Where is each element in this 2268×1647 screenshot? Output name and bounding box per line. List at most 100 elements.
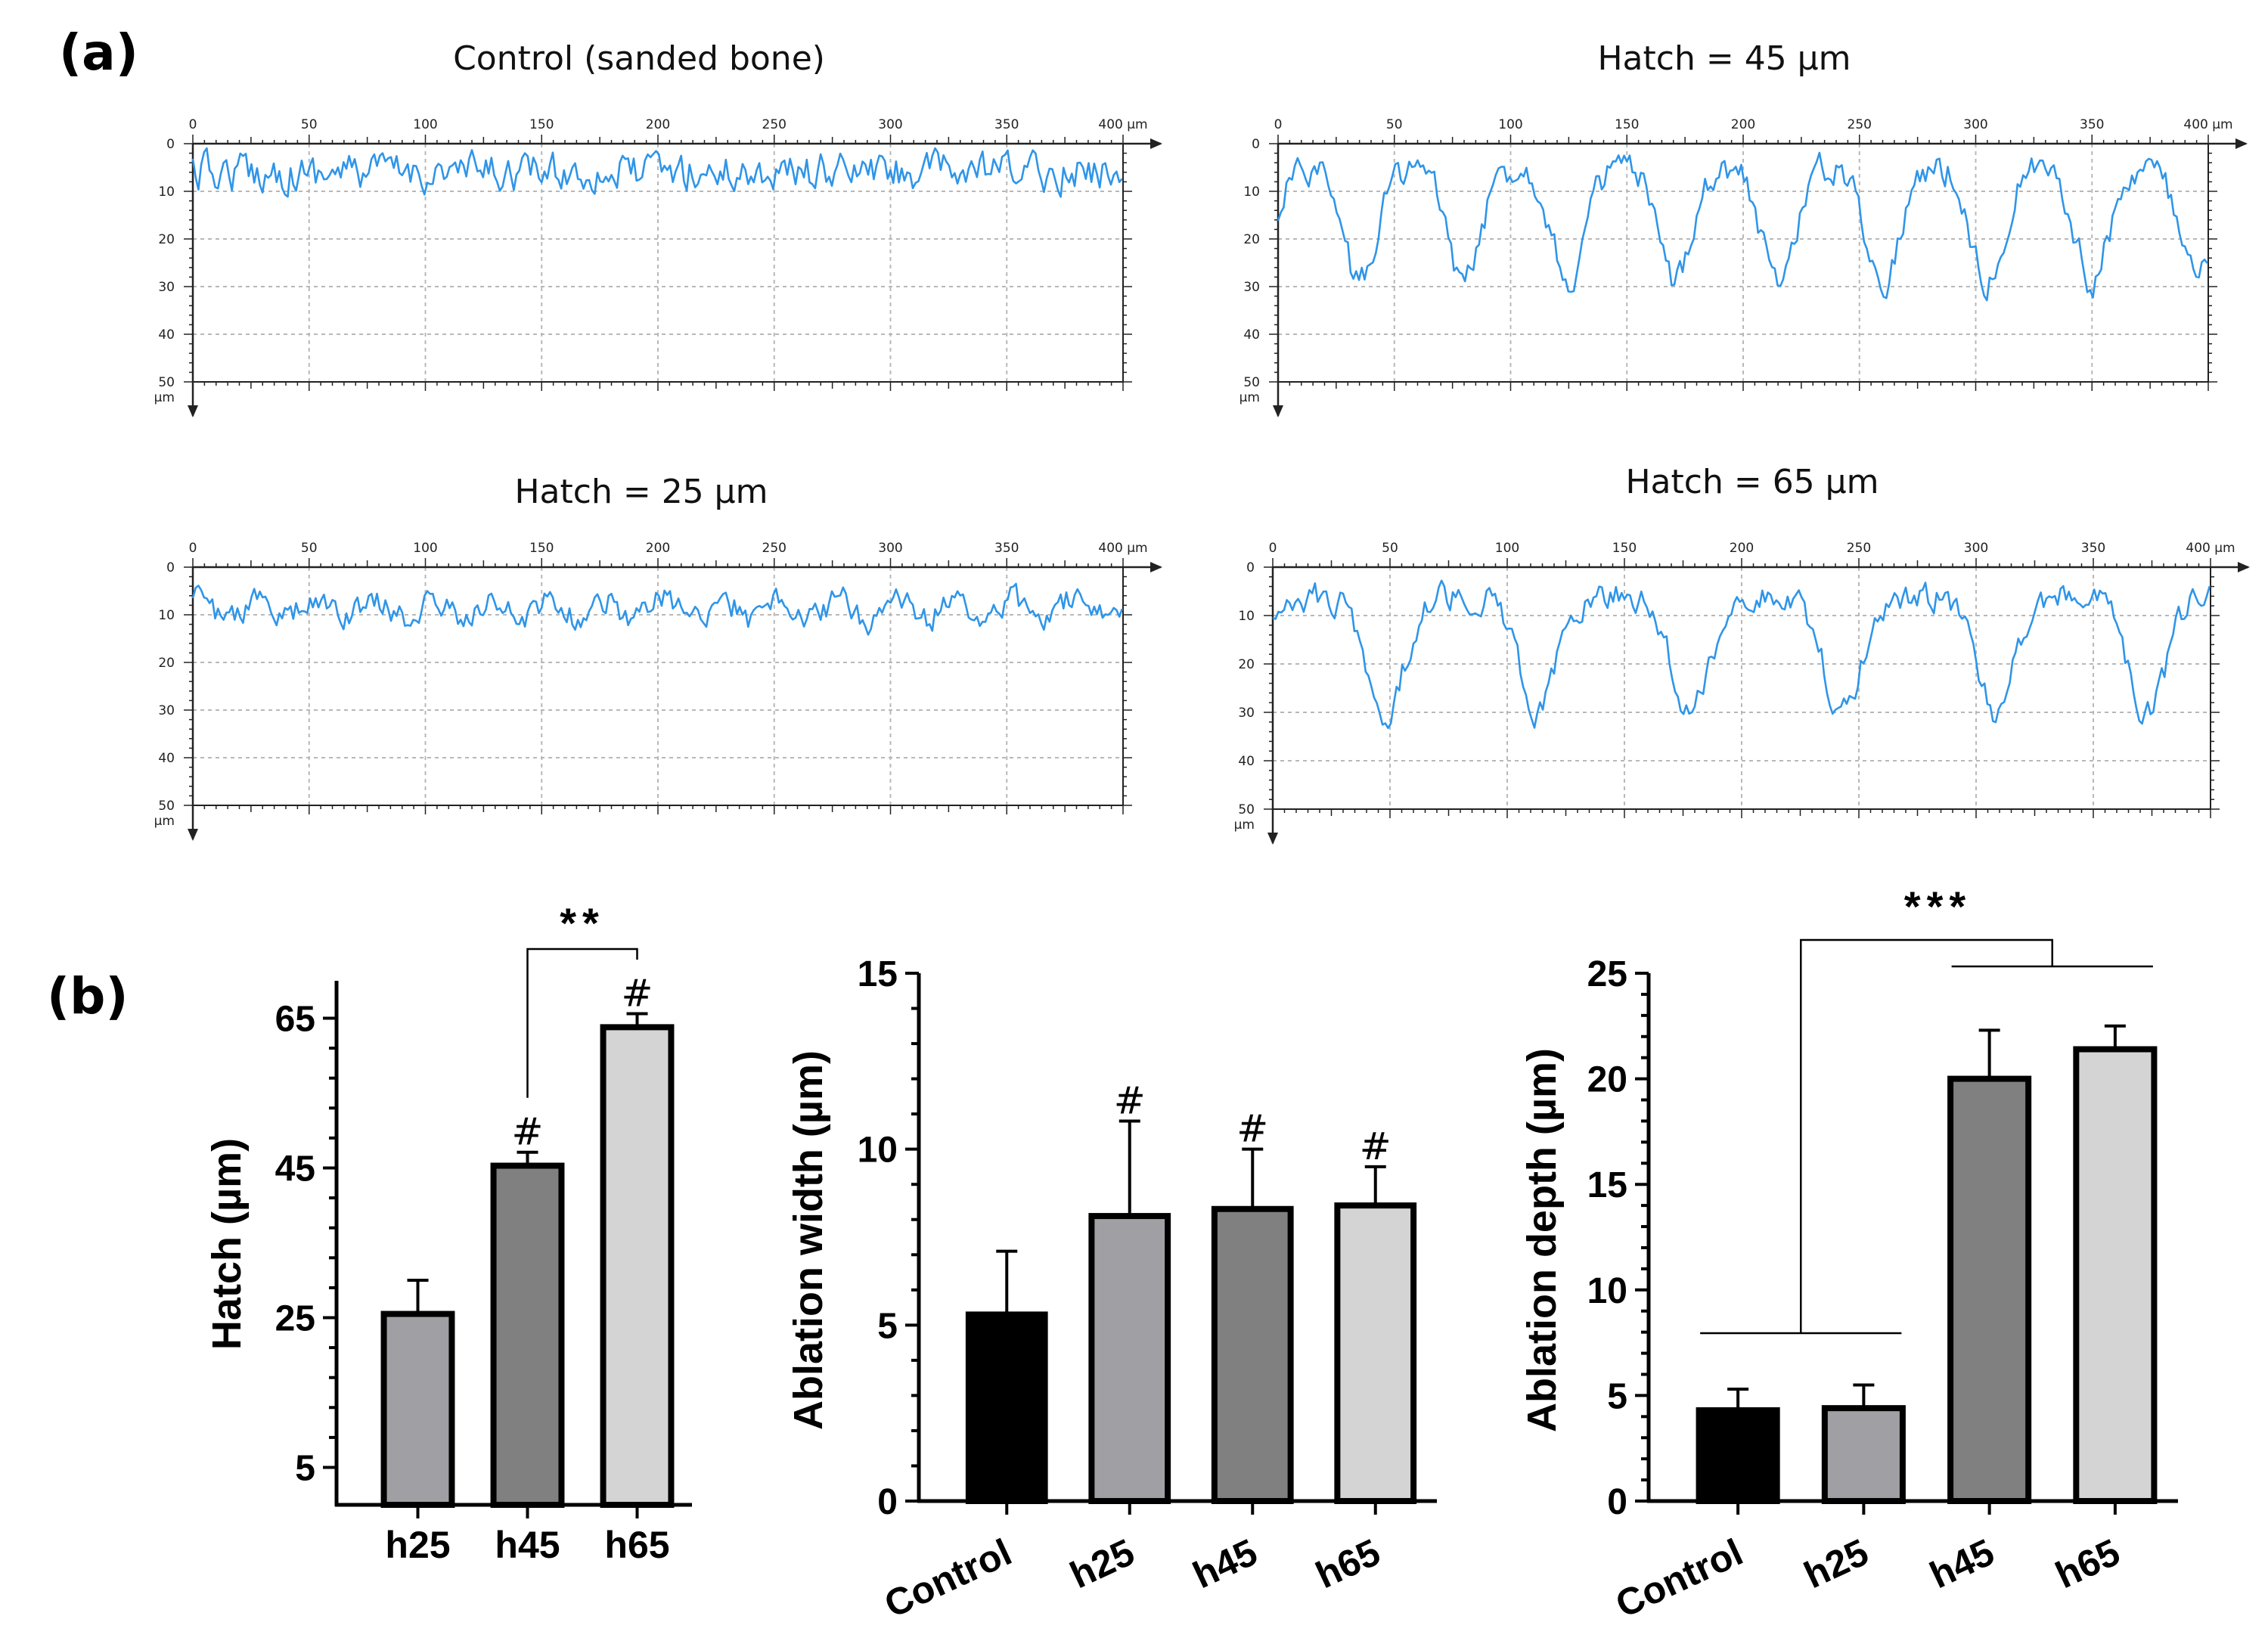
- y-tick-label: 15: [858, 954, 898, 994]
- y-axis-label: Hatch (µm): [204, 1138, 250, 1350]
- x-tick-label: 200: [1730, 541, 1754, 556]
- y-tick-label: 10: [858, 1131, 898, 1171]
- profile-line: [1272, 579, 2211, 730]
- y-tick-label: 0: [877, 1482, 898, 1522]
- profile-chart-3: Hatch = 65 µm0 50 100 150 200 250 300 350 400 µm…: [1234, 463, 2250, 845]
- y-tick-label: 20: [1587, 1060, 1627, 1100]
- significance-marker: #: [622, 972, 653, 1016]
- y-tick-label: 65: [275, 1000, 315, 1040]
- y-tick-label: 40: [158, 751, 175, 766]
- x-tick-label: 200: [646, 117, 670, 132]
- panel-label-b: (b): [47, 967, 129, 1025]
- x-tick-label: 250: [1847, 541, 1871, 556]
- y-tick-label: 10: [1238, 609, 1255, 624]
- y-unit-label: µm: [1234, 817, 1255, 833]
- x-tick-label: 350: [2081, 541, 2105, 556]
- y-unit-label: µm: [154, 390, 175, 405]
- profile-title: Hatch = 65 µm: [1625, 463, 1879, 501]
- y-axis-label: Ablation depth (µm): [1519, 1048, 1565, 1432]
- x-tick-label: 300: [878, 117, 902, 132]
- x-tick-label: Control: [1609, 1531, 1749, 1626]
- y-tick-label: 0: [1252, 137, 1260, 152]
- x-tick-label: 150: [529, 541, 554, 556]
- x-tick-label: 350: [994, 541, 1019, 556]
- bar-h45: [1211, 1205, 1294, 1504]
- x-tick-label: 50: [301, 117, 318, 132]
- bar-chart-2: 0 5 10 15 20 25 Ablation depth (µm) Control h25 h…: [1519, 882, 2178, 1626]
- x-tick-label: Control: [878, 1531, 1018, 1626]
- y-tick-label: 45: [275, 1149, 315, 1190]
- profile-chart-1: Hatch = 45 µm0 50 100 150 200 250 300 350 400 µm…: [1239, 39, 2248, 417]
- x-tick-label: 150: [1612, 541, 1637, 556]
- profile-chart-2: Hatch = 25 µm0 50 100 150 200 250 300 350 400 µm…: [154, 473, 1162, 841]
- x-tick-label: 50: [1386, 117, 1403, 132]
- y-tick-label: 30: [158, 280, 175, 295]
- significance-marker: #: [512, 1110, 544, 1154]
- y-tick-label: 10: [158, 608, 175, 623]
- y-tick-label: 50: [1243, 375, 1260, 390]
- y-tick-label: 30: [158, 703, 175, 718]
- y-tick-label: 50: [1238, 802, 1255, 817]
- bar-charts: 5 25 45 65 Hatch (µm) h25 # h45 # h65 ** 0 5 10 15 Abla…: [204, 882, 2178, 1626]
- x-tick-label: h65: [1310, 1531, 1387, 1596]
- x-tick-label: 350: [994, 117, 1019, 132]
- y-tick-label: 20: [158, 232, 175, 247]
- bar-h45: [1947, 1075, 2032, 1504]
- y-tick-label: 20: [1243, 232, 1260, 247]
- x-tick-label: 100: [413, 541, 437, 556]
- x-tick-label: 200: [646, 541, 670, 556]
- y-tick-label: 50: [158, 799, 175, 814]
- x-tick-label: 150: [1615, 117, 1639, 132]
- y-tick-label: 25: [275, 1299, 315, 1339]
- y-unit-label: µm: [154, 814, 175, 829]
- x-tick-label: 0: [189, 541, 197, 556]
- panel-label-a: (a): [59, 23, 138, 82]
- x-tick-label: h25: [1798, 1531, 1875, 1596]
- y-tick-label: 40: [158, 327, 175, 343]
- x-unit-label: 400 µm: [2186, 541, 2235, 556]
- x-tick-label: 0: [189, 117, 197, 132]
- x-tick-label: 300: [1963, 117, 1987, 132]
- bar-h65: [2073, 1046, 2158, 1504]
- bar-h25: [1821, 1405, 1906, 1504]
- x-tick-label: h25: [1064, 1531, 1141, 1596]
- y-axis-arrow: [188, 405, 198, 417]
- profile-title: Control (sanded bone): [453, 39, 825, 78]
- y-tick-label: 15: [1587, 1165, 1627, 1205]
- y-tick-label: 40: [1243, 327, 1260, 343]
- y-tick-label: 40: [1238, 754, 1255, 769]
- x-tick-label: 50: [301, 541, 318, 556]
- y-tick-label: 20: [1238, 657, 1255, 672]
- x-tick-label: 50: [1382, 541, 1398, 556]
- y-tick-label: 0: [166, 560, 175, 575]
- x-tick-label: 200: [1731, 117, 1755, 132]
- bar-chart-1: 0 5 10 15 Ablation width (µm) Control # h25 # h45…: [786, 954, 1437, 1626]
- bar-chart-0: 5 25 45 65 Hatch (µm) h25 # h45 # h65 **: [204, 899, 692, 1566]
- bar-h25: [380, 1310, 455, 1509]
- y-axis-arrow: [1267, 833, 1278, 845]
- y-tick-label: 10: [1243, 185, 1260, 200]
- bar-h25: [1088, 1213, 1171, 1504]
- significance-bracket: [1800, 938, 2053, 1333]
- x-axis-arrow: [2238, 562, 2250, 572]
- y-tick-label: 25: [1587, 954, 1627, 994]
- x-tick-label: 100: [1495, 541, 1519, 556]
- x-tick-label: 250: [1848, 117, 1872, 132]
- x-tick-label: 250: [762, 117, 787, 132]
- y-tick-label: 30: [1243, 280, 1260, 295]
- significance-marker: #: [1236, 1107, 1268, 1151]
- x-axis-arrow: [1150, 562, 1162, 572]
- x-tick-label: 250: [762, 541, 787, 556]
- y-tick-label: 0: [1607, 1482, 1627, 1522]
- x-tick-label: 150: [529, 117, 554, 132]
- x-unit-label: 400 µm: [2183, 117, 2232, 132]
- y-tick-label: 0: [166, 137, 175, 152]
- x-tick-label: h65: [2049, 1531, 2127, 1596]
- x-axis-arrow: [2235, 138, 2248, 149]
- significance-marker: #: [1360, 1124, 1392, 1168]
- significance-marker: #: [1114, 1078, 1146, 1122]
- profile-line: [191, 147, 1123, 198]
- y-unit-label: µm: [1239, 390, 1260, 405]
- surface-profiles: Control (sanded bone)0 50 100 150 200 250 300 3…: [154, 39, 2250, 845]
